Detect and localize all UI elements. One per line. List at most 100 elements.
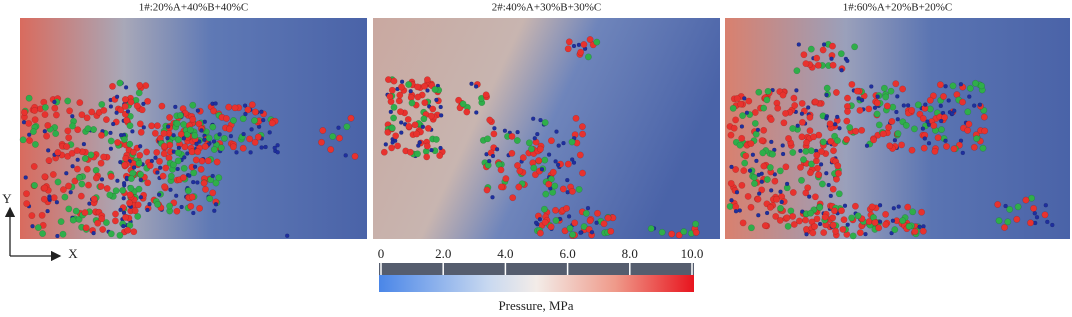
particle — [188, 193, 196, 201]
particle — [145, 207, 150, 213]
particle — [414, 83, 421, 91]
particle — [394, 142, 401, 150]
particle — [69, 216, 77, 224]
particle — [26, 137, 33, 144]
particle — [190, 179, 196, 185]
particle — [509, 194, 517, 202]
particle — [908, 146, 916, 154]
particle — [745, 97, 753, 105]
particle — [88, 108, 96, 116]
colorbar-tick-label: 10.0 — [681, 246, 704, 261]
particle — [492, 125, 497, 131]
particle — [970, 143, 978, 151]
particle — [844, 94, 851, 102]
particle — [263, 144, 268, 150]
particle — [579, 123, 586, 131]
particle — [406, 148, 414, 156]
particle — [901, 103, 906, 108]
particle — [329, 133, 337, 140]
particle — [938, 103, 943, 109]
particle — [547, 223, 555, 231]
particle — [549, 168, 557, 176]
particle — [434, 97, 439, 103]
particle — [767, 116, 775, 124]
particle — [803, 225, 810, 233]
particle — [112, 217, 119, 225]
particle — [180, 121, 188, 128]
particle — [756, 212, 761, 218]
particle — [782, 110, 789, 117]
particle — [843, 136, 850, 143]
particle — [914, 101, 922, 109]
particle — [941, 114, 948, 121]
panel-title: 1#:60%A+20%B+20%C — [843, 2, 953, 14]
particle — [87, 151, 95, 159]
particle — [77, 192, 85, 200]
particle — [923, 102, 928, 107]
colorbar-tick-label: 4.0 — [497, 246, 513, 261]
particle — [594, 209, 601, 217]
particle — [898, 141, 905, 149]
particle — [755, 127, 761, 133]
particle — [116, 231, 124, 239]
particle — [75, 215, 83, 223]
particle — [816, 204, 824, 211]
particle — [807, 209, 815, 217]
particle — [911, 125, 918, 133]
particle — [519, 154, 527, 162]
particle — [806, 127, 814, 135]
particle — [212, 179, 220, 187]
particle — [390, 77, 398, 85]
particle — [259, 109, 264, 115]
particle — [758, 137, 766, 145]
particle — [463, 108, 471, 116]
particle — [55, 233, 60, 239]
particle — [195, 180, 200, 185]
particle — [39, 230, 46, 238]
particle — [564, 160, 572, 168]
particle — [268, 119, 276, 127]
particle — [576, 42, 582, 48]
particle — [98, 101, 106, 108]
particle — [141, 101, 146, 107]
axes-indicator: Y X — [2, 191, 78, 262]
particle — [23, 175, 28, 180]
particle — [794, 88, 799, 93]
particle — [107, 173, 115, 180]
particle — [154, 200, 162, 208]
particle — [891, 226, 899, 234]
particle — [738, 181, 746, 189]
particle — [99, 177, 105, 182]
panels: 1#:20%A+40%B+40%C 2#:40%A+30%B+30%C 1#:60%… — [19, 2, 1070, 240]
particle — [946, 98, 951, 103]
particle — [146, 162, 154, 170]
particle — [905, 103, 911, 108]
particle — [754, 195, 762, 203]
particle — [570, 157, 575, 162]
particle — [103, 219, 110, 227]
particle — [830, 147, 837, 155]
particle — [939, 118, 944, 124]
particle — [398, 83, 405, 91]
particle — [318, 138, 325, 146]
particle — [764, 87, 772, 95]
particle — [585, 53, 592, 61]
particle — [566, 214, 572, 219]
particle — [135, 89, 143, 97]
particle — [785, 134, 792, 142]
particle — [423, 153, 431, 161]
particle — [217, 144, 225, 152]
particle — [1003, 203, 1008, 209]
particle — [823, 84, 831, 92]
particle — [153, 122, 161, 130]
particle — [564, 45, 572, 53]
colorbar-tick-label: 8.0 — [622, 246, 638, 261]
particle — [790, 220, 798, 228]
particle — [552, 217, 560, 224]
particle — [118, 207, 123, 213]
particle — [122, 213, 129, 221]
particle — [482, 91, 490, 99]
particle — [1045, 219, 1050, 225]
particle — [160, 129, 168, 137]
particle — [254, 133, 262, 141]
